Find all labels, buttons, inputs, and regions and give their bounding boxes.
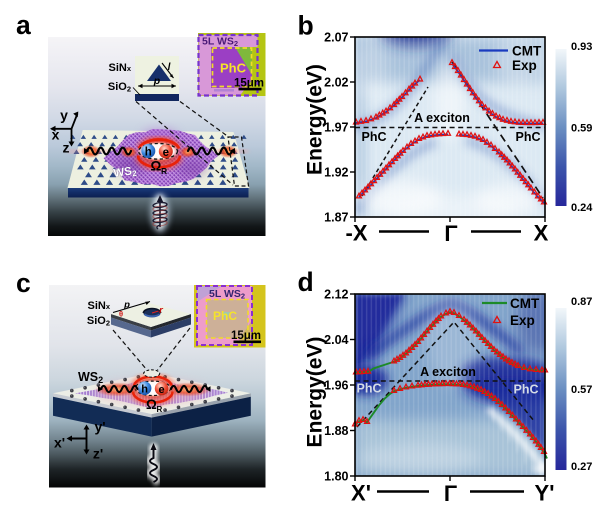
- svg-text:A exciton: A exciton: [414, 111, 470, 125]
- svg-text:-X: -X: [346, 221, 368, 246]
- svg-text:p: p: [123, 300, 130, 311]
- svg-text:0.87: 0.87: [571, 296, 592, 308]
- svg-text:SiO2: SiO2: [108, 81, 131, 94]
- svg-text:b: b: [298, 11, 314, 41]
- svg-text:0.57: 0.57: [571, 384, 592, 396]
- svg-text:SiNx: SiNx: [108, 62, 131, 74]
- svg-text:PhC: PhC: [514, 383, 539, 397]
- svg-text:CMT: CMT: [512, 44, 542, 59]
- svg-text:c: c: [16, 268, 31, 298]
- svg-text:PhC: PhC: [220, 61, 247, 76]
- svg-text:1.88: 1.88: [324, 424, 348, 438]
- svg-text:e: e: [163, 147, 169, 159]
- svg-text:2.04: 2.04: [324, 333, 348, 347]
- svg-text:PhC: PhC: [362, 130, 387, 144]
- svg-text:Exp: Exp: [510, 313, 535, 328]
- svg-text:A exciton: A exciton: [420, 365, 476, 379]
- svg-text:θ: θ: [119, 310, 123, 319]
- svg-text:1.80: 1.80: [324, 470, 348, 484]
- svg-text:y': y': [94, 419, 105, 435]
- svg-text:CMT: CMT: [510, 296, 540, 311]
- svg-text:h: h: [141, 383, 148, 395]
- svg-text:a: a: [16, 10, 31, 40]
- svg-text:Γ: Γ: [444, 221, 457, 246]
- svg-text:Ω: Ω: [146, 397, 157, 412]
- svg-text:Y': Y': [535, 481, 555, 506]
- svg-text:PhC: PhC: [213, 309, 237, 323]
- svg-text:X': X': [351, 481, 371, 506]
- svg-text:Exp: Exp: [512, 58, 537, 73]
- svg-text:PhC: PhC: [516, 130, 541, 144]
- svg-text:15μm: 15μm: [234, 78, 264, 90]
- svg-text:1.96: 1.96: [324, 379, 348, 393]
- svg-text:Γ: Γ: [444, 481, 457, 506]
- svg-text:2.12: 2.12: [324, 288, 348, 302]
- svg-text:R: R: [157, 405, 163, 414]
- svg-text:z': z': [93, 446, 103, 462]
- svg-text:x: x: [52, 127, 60, 143]
- svg-text:l: l: [168, 62, 171, 73]
- svg-text:2.02: 2.02: [324, 76, 348, 90]
- svg-text:R: R: [161, 166, 167, 176]
- svg-text:SiNx: SiNx: [87, 300, 110, 312]
- svg-text:y: y: [60, 107, 68, 123]
- svg-text:1.92: 1.92: [324, 166, 348, 180]
- svg-text:WS2: WS2: [78, 370, 103, 385]
- svg-text:WS2: WS2: [113, 165, 138, 181]
- svg-text:z: z: [63, 140, 70, 156]
- svg-text:0.27: 0.27: [571, 461, 592, 473]
- svg-text:0.93: 0.93: [571, 41, 592, 53]
- svg-text:15μm: 15μm: [231, 330, 261, 342]
- svg-text:Energy(eV): Energy(eV): [304, 64, 327, 175]
- svg-text:0.59: 0.59: [571, 123, 592, 135]
- svg-text:Energy(eV): Energy(eV): [304, 337, 327, 448]
- svg-text:1.97: 1.97: [324, 121, 348, 135]
- svg-text:x': x': [54, 435, 65, 451]
- svg-text:1.87: 1.87: [324, 211, 348, 225]
- svg-text:0.24: 0.24: [571, 202, 593, 214]
- svg-text:PhC: PhC: [357, 382, 382, 396]
- svg-text:h: h: [145, 146, 152, 158]
- svg-text:Ω: Ω: [151, 159, 162, 174]
- svg-text:e: e: [159, 384, 165, 396]
- svg-text:2.07: 2.07: [324, 31, 348, 45]
- svg-text:5L WS2: 5L WS2: [202, 36, 238, 49]
- svg-text:d: d: [298, 267, 314, 297]
- svg-text:r: r: [159, 305, 164, 316]
- svg-text:p: p: [153, 75, 161, 87]
- svg-text:5L WS2: 5L WS2: [209, 288, 245, 301]
- svg-text:SiO2: SiO2: [87, 315, 110, 328]
- svg-text:X: X: [534, 221, 549, 246]
